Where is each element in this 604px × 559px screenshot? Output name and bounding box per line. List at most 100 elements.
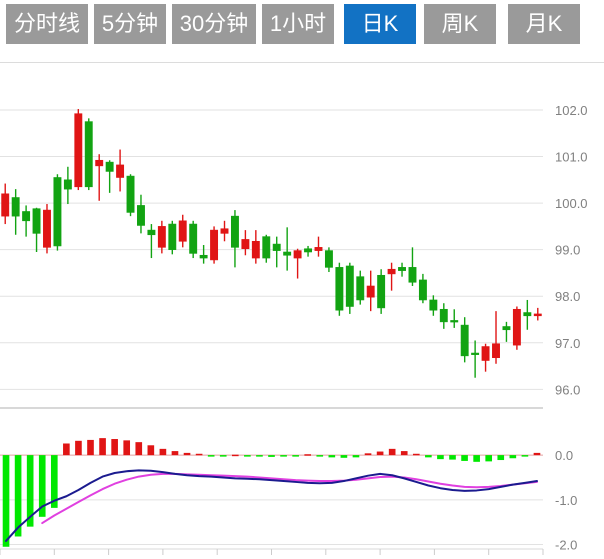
candle-body[interactable] [314, 247, 323, 251]
candle-body[interactable] [512, 308, 521, 346]
macd-histogram-bar[interactable] [123, 440, 131, 456]
macd-histogram-bar[interactable] [135, 442, 143, 456]
candle-body[interactable] [157, 226, 166, 248]
macd-histogram-bar[interactable] [533, 452, 541, 456]
macd-histogram-bar[interactable] [87, 439, 94, 456]
candle-body[interactable] [178, 220, 187, 242]
candle-body[interactable] [345, 265, 354, 307]
candle-body[interactable] [283, 251, 292, 256]
tab-1hour[interactable]: 1小时 [262, 4, 334, 44]
candle-body[interactable] [241, 239, 250, 250]
macd-histogram-bar[interactable] [244, 455, 251, 457]
macd-histogram-bar[interactable] [2, 455, 10, 547]
candle-body[interactable] [293, 250, 302, 259]
kline-chart-container[interactable]: 102.0 101.0 100.0 99.0 98.0 97.0 96.0 0.0 -1.0 -… [0, 63, 604, 559]
macd-histogram-bar[interactable] [316, 455, 324, 457]
macd-histogram-bar[interactable] [99, 438, 106, 456]
kline-chart-svg[interactable]: 102.0 101.0 100.0 99.0 98.0 97.0 96.0 0.0 -1.0 -… [0, 63, 604, 559]
candle-body[interactable] [398, 267, 406, 271]
candle-body[interactable] [95, 159, 104, 167]
macd-histogram-bar[interactable] [280, 455, 287, 457]
candle-body[interactable] [189, 223, 198, 254]
candlestick-series[interactable] [1, 109, 542, 378]
macd-histogram-bar[interactable] [340, 455, 348, 458]
candle-body[interactable] [418, 279, 427, 301]
candle-body[interactable] [137, 205, 145, 226]
macd-histogram-bar[interactable] [50, 455, 58, 508]
tab-monthk[interactable]: 月K [508, 4, 580, 44]
candle-body[interactable] [377, 274, 386, 309]
candle-body[interactable] [272, 243, 281, 251]
macd-histogram-bar[interactable] [388, 448, 396, 456]
candle-body[interactable] [168, 223, 177, 250]
macd-histogram-bar[interactable] [207, 455, 215, 457]
candle-body[interactable] [53, 177, 62, 247]
candle-body[interactable] [324, 250, 333, 268]
candle-body[interactable] [1, 193, 10, 217]
macd-histogram-bar[interactable] [412, 453, 420, 456]
macd-histogram-bar[interactable] [195, 453, 203, 456]
macd-histogram-bar[interactable] [159, 448, 167, 456]
candle-body[interactable] [262, 236, 271, 259]
macd-histogram-bar[interactable] [352, 455, 360, 458]
tab-5min[interactable]: 5分钟 [94, 4, 166, 44]
candle-body[interactable] [471, 352, 480, 355]
candle-body[interactable] [356, 276, 365, 301]
candle-body[interactable] [74, 113, 83, 188]
tab-dayk[interactable]: 日K [344, 4, 416, 44]
candle-body[interactable] [32, 208, 41, 234]
macd-histogram[interactable] [2, 438, 541, 547]
candle-body[interactable] [43, 209, 51, 248]
macd-histogram-bar[interactable] [497, 455, 505, 461]
tab-weekk[interactable]: 周K [424, 4, 496, 44]
macd-histogram-bar[interactable] [376, 451, 384, 456]
macd-histogram-bar[interactable] [38, 455, 46, 517]
candle-body[interactable] [220, 228, 229, 234]
candle-body[interactable] [429, 299, 438, 311]
candle-body[interactable] [126, 175, 135, 213]
candle-body[interactable] [408, 267, 417, 283]
macd-histogram-bar[interactable] [147, 445, 155, 456]
macd-histogram-bar[interactable] [63, 443, 70, 456]
candle-body[interactable] [199, 254, 208, 259]
candle-body[interactable] [116, 164, 125, 178]
macd-histogram-bar[interactable] [171, 451, 179, 456]
macd-histogram-bar[interactable] [485, 455, 493, 462]
macd-histogram-bar[interactable] [268, 455, 275, 457]
macd-histogram-bar[interactable] [14, 455, 22, 537]
candle-body[interactable] [251, 240, 260, 259]
macd-histogram-bar[interactable] [400, 451, 408, 456]
macd-histogram-bar[interactable] [26, 455, 34, 527]
candle-body[interactable] [147, 229, 156, 236]
candle-body[interactable] [105, 161, 114, 172]
candle-body[interactable] [304, 248, 313, 253]
macd-histogram-bar[interactable] [256, 455, 263, 457]
candle-body[interactable] [533, 313, 542, 317]
candle-body[interactable] [11, 197, 20, 217]
macd-histogram-bar[interactable] [75, 440, 82, 456]
macd-histogram-bar[interactable] [461, 455, 468, 461]
macd-histogram-bar[interactable] [304, 454, 312, 456]
candle-body[interactable] [460, 324, 469, 357]
macd-histogram-bar[interactable] [328, 455, 336, 458]
candle-body[interactable] [492, 343, 500, 359]
candle-body[interactable] [450, 320, 459, 323]
macd-histogram-bar[interactable] [473, 455, 480, 462]
tab-timeline[interactable]: 分时线 [6, 4, 88, 44]
macd-histogram-bar[interactable] [521, 455, 529, 457]
candle-body[interactable] [230, 215, 239, 248]
macd-histogram-bar[interactable] [449, 455, 456, 460]
candle-body[interactable] [63, 179, 72, 190]
macd-histogram-bar[interactable] [425, 455, 432, 458]
tab-30min[interactable]: 30分钟 [172, 4, 256, 44]
candle-body[interactable] [22, 211, 31, 222]
candle-body[interactable] [84, 121, 93, 188]
macd-histogram-bar[interactable] [437, 455, 444, 460]
candle-body[interactable] [387, 268, 396, 275]
macd-histogram-bar[interactable] [219, 455, 227, 457]
candle-body[interactable] [481, 346, 490, 361]
candle-body[interactable] [366, 285, 375, 298]
candle-body[interactable] [523, 312, 532, 317]
macd-histogram-bar[interactable] [509, 455, 517, 459]
macd-histogram-bar[interactable] [292, 455, 299, 457]
